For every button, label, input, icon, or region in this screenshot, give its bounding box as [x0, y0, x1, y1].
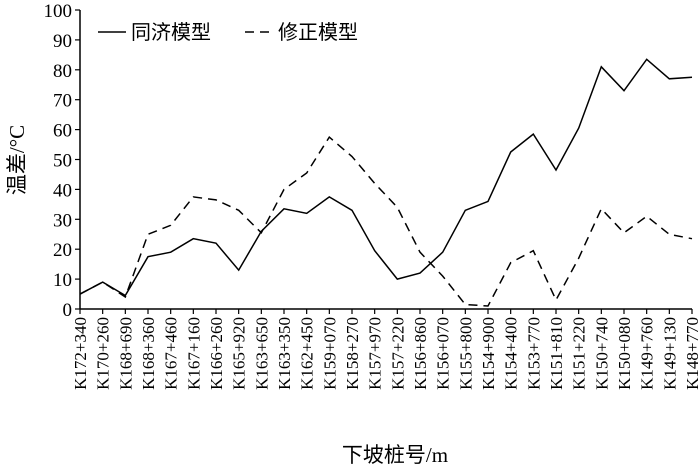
y-tick-label: 60	[53, 121, 72, 142]
x-axis-label: 下坡桩号/m	[342, 443, 448, 467]
y-tick-label: 70	[53, 91, 72, 112]
x-tick-label: K166+260	[207, 317, 226, 390]
y-tick-label: 30	[53, 210, 72, 231]
x-tick-label: K163+350	[275, 317, 294, 390]
x-tick-label: K168+690	[116, 317, 135, 390]
x-tick-label: K150+740	[592, 317, 611, 390]
x-tick-label: K151+220	[570, 317, 589, 390]
x-tick-label: K172+340	[71, 317, 90, 390]
x-tick-label: K148+770	[683, 317, 700, 390]
x-tick-label: K157+220	[388, 317, 407, 390]
y-tick-label: 40	[53, 180, 72, 201]
x-tick-label: K162+450	[298, 317, 317, 390]
y-tick-label: 20	[53, 240, 72, 261]
legend-label: 同济模型	[131, 21, 211, 44]
series-line	[79, 58, 693, 297]
x-tick-label: K156+860	[411, 317, 430, 390]
y-tick-label: 50	[53, 151, 72, 172]
x-tick-label: K165+920	[230, 317, 249, 390]
x-tick-label: K155+800	[456, 317, 475, 390]
series-line	[79, 135, 693, 307]
y-tick-label: 0	[63, 300, 73, 321]
y-tick-label: 90	[53, 31, 72, 52]
x-tick-label: K149+760	[638, 317, 657, 390]
legend-label: 修正模型	[278, 21, 358, 44]
y-tick-label: 100	[44, 1, 73, 22]
x-tick-label: K151+810	[547, 317, 566, 390]
y-axis-label: 温差/°C	[5, 125, 29, 195]
x-tick-label: K158+270	[343, 317, 362, 390]
x-tick-label: K150+080	[615, 317, 634, 390]
x-tick-label: K163+650	[252, 317, 271, 390]
x-tick-label: K170+260	[94, 317, 113, 390]
x-tick-label: K167+160	[184, 317, 203, 390]
x-tick-label: K168+360	[139, 317, 158, 390]
y-tick-label: 10	[53, 270, 72, 291]
x-tick-label: K154+900	[479, 317, 498, 390]
x-tick-label: K167+460	[162, 317, 181, 390]
x-tick-label: K156+070	[434, 317, 453, 390]
x-tick-label: K157+970	[366, 317, 385, 390]
x-tick-label: K149+130	[660, 317, 679, 390]
x-tick-label: K153+770	[524, 317, 543, 390]
x-tick-label: K154+400	[502, 317, 521, 390]
y-tick-label: 80	[53, 61, 72, 82]
x-tick-label: K159+070	[320, 317, 339, 390]
